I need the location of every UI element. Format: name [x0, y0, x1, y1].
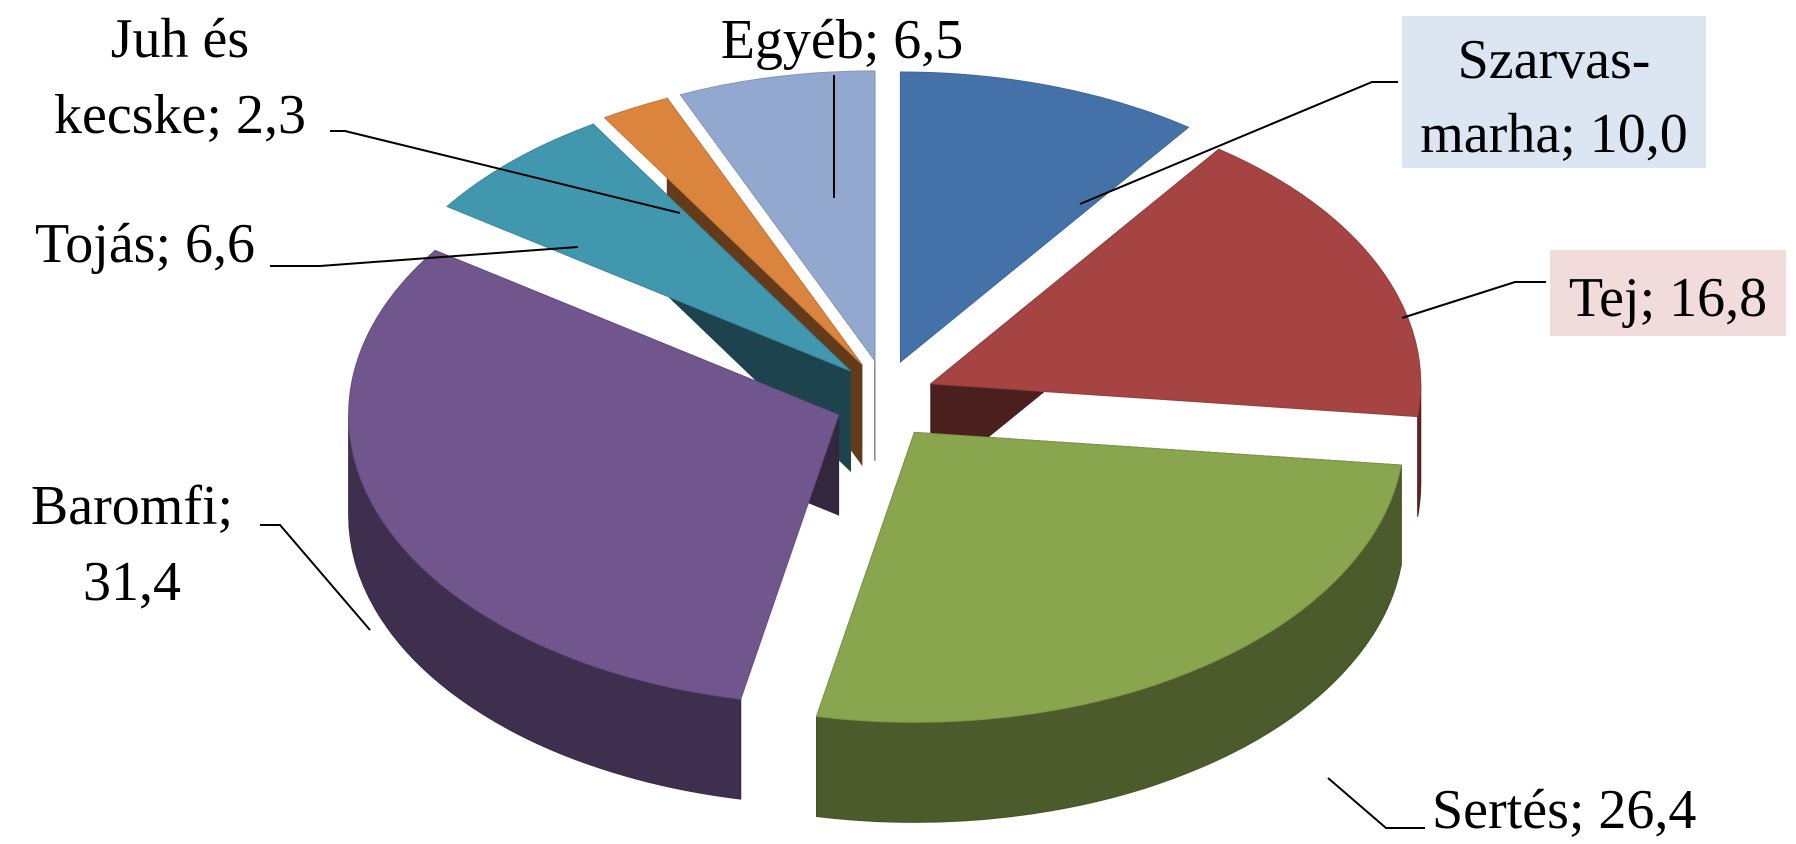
data-label-text: Tojás; 6,6 [35, 213, 255, 275]
pie-slice-sertes [815, 431, 1402, 823]
pie-slice-tojas-top [446, 123, 851, 372]
data-label-text: Tej; 16,8 [1569, 267, 1767, 329]
data-label-text: Egyéb; 6,5 [721, 9, 964, 71]
pie-slice-tej [929, 148, 1422, 517]
data-label-sertes: Sertés; 26,4 [1327, 777, 1696, 841]
leader-line [1401, 281, 1546, 319]
pie-slices [348, 70, 1422, 823]
data-label-szarvas-marha: Szarvas-marha; 10,0 [1079, 16, 1706, 205]
pie-slice-tojas [446, 123, 852, 473]
leader-line [330, 130, 681, 214]
data-label-text: kecske; 2,3 [54, 84, 306, 146]
leader-line [1079, 81, 1398, 205]
pie-slice-baromfi [348, 249, 840, 800]
pie-slice-sertes-top [815, 431, 1402, 723]
data-label-text: Sertés; 26,4 [1432, 779, 1696, 841]
data-label-background [1550, 250, 1786, 336]
data-label-text: Baromfi; [31, 475, 233, 537]
leader-line [260, 524, 371, 631]
data-label-text: 31,4 [83, 551, 181, 613]
pie-labels: Szarvas-marha; 10,0 Tej; 16,8 Sertés; 26,4… [31, 8, 1786, 841]
data-label-baromfi: Baromfi; 31,4 [31, 475, 371, 631]
pie-slice-tej-top [929, 148, 1422, 418]
pie-slice-szarvas-marha-top [899, 71, 1190, 364]
pie-slice-baromfi-top [348, 249, 840, 700]
pie-slice-egyeb-top [679, 70, 876, 363]
data-label-tojas: Tojás; 6,6 [35, 213, 579, 275]
pie-slice-juh-es-kecske-top [603, 97, 863, 365]
data-label-background [1402, 16, 1706, 168]
data-label-tej: Tej; 16,8 [1401, 250, 1786, 336]
data-label-text: Szarvas- [1458, 29, 1651, 91]
leader-line [270, 246, 579, 267]
pie-slice-egyeb [679, 70, 876, 461]
data-label-text: marha; 10,0 [1420, 103, 1687, 165]
data-label-text: Juh és [111, 8, 249, 70]
leader-line [1327, 777, 1425, 829]
data-label-juh-es-kecske: Juh és kecske; 2,3 [54, 8, 681, 214]
pie-slice-szarvas-marha [899, 71, 1190, 364]
data-label-egyeb: Egyéb; 6,5 [721, 9, 964, 198]
